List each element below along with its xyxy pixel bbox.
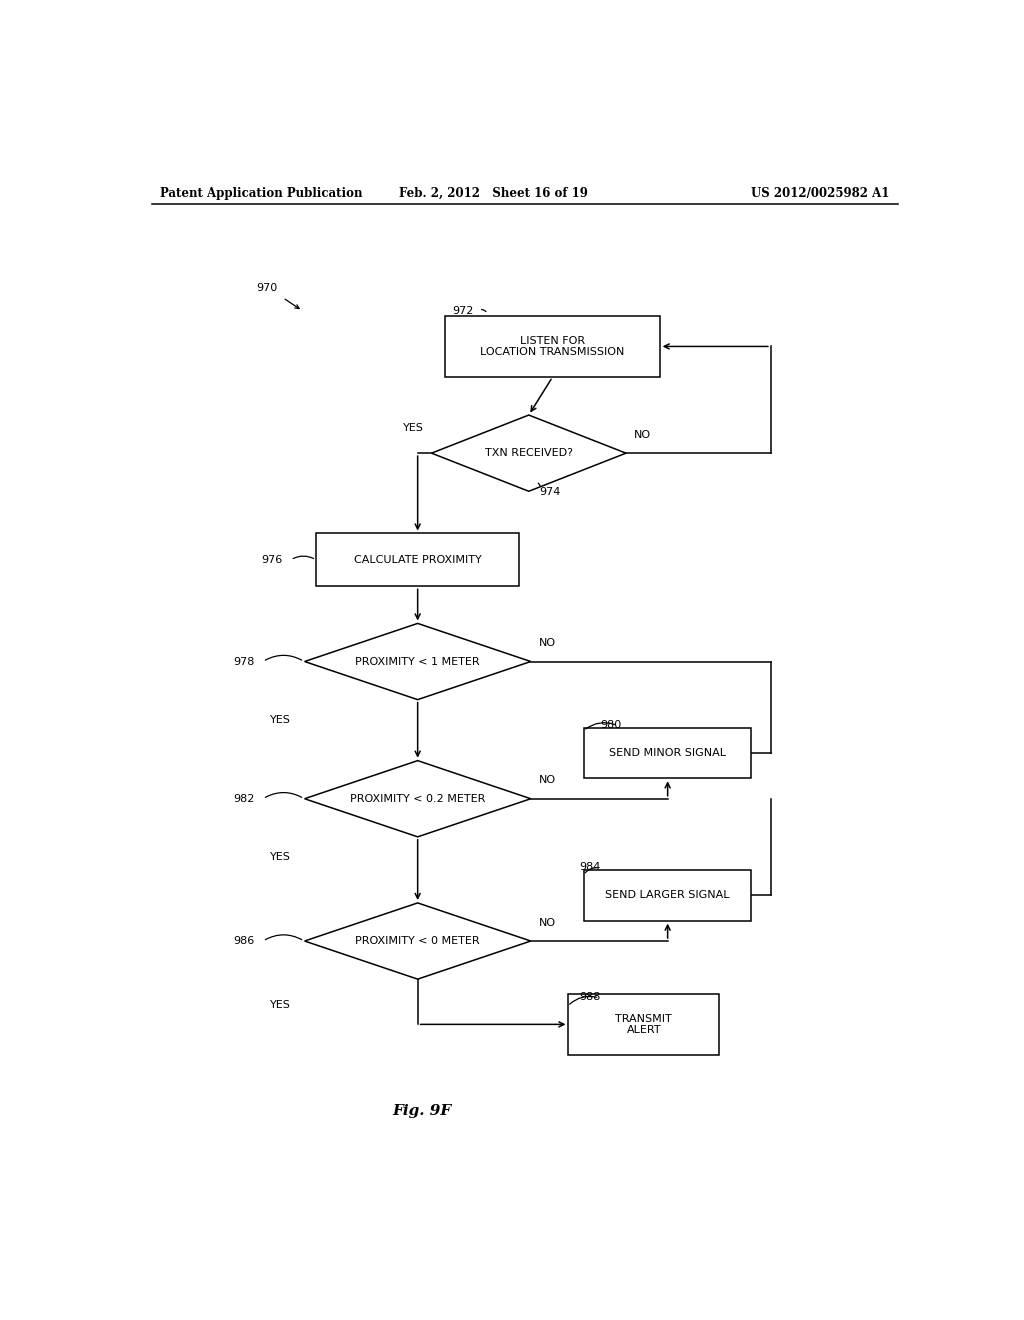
Text: 982: 982 [233, 793, 255, 804]
Text: SEND MINOR SIGNAL: SEND MINOR SIGNAL [609, 748, 726, 758]
Text: NO: NO [634, 430, 651, 440]
FancyBboxPatch shape [445, 315, 659, 378]
Text: TXN RECEIVED?: TXN RECEIVED? [484, 449, 572, 458]
FancyBboxPatch shape [585, 727, 751, 779]
FancyBboxPatch shape [316, 533, 519, 586]
Text: 986: 986 [233, 936, 255, 946]
Text: NO: NO [539, 775, 556, 785]
Text: CALCULATE PROXIMITY: CALCULATE PROXIMITY [353, 554, 481, 565]
Text: 976: 976 [261, 554, 283, 565]
Text: 984: 984 [580, 862, 601, 871]
Text: SEND LARGER SIGNAL: SEND LARGER SIGNAL [605, 890, 730, 900]
Text: NO: NO [539, 917, 556, 928]
Text: NO: NO [539, 639, 556, 648]
Text: TRANSMIT
ALERT: TRANSMIT ALERT [615, 1014, 672, 1035]
Text: YES: YES [270, 715, 291, 725]
Text: 988: 988 [580, 991, 601, 1002]
Text: US 2012/0025982 A1: US 2012/0025982 A1 [752, 187, 890, 199]
Polygon shape [304, 760, 530, 837]
Text: PROXIMITY < 1 METER: PROXIMITY < 1 METER [355, 656, 480, 667]
Polygon shape [431, 414, 626, 491]
Text: 980: 980 [600, 719, 622, 730]
Text: 978: 978 [233, 656, 255, 667]
Text: Fig. 9F: Fig. 9F [392, 1104, 452, 1118]
Text: 970: 970 [256, 284, 278, 293]
Polygon shape [304, 623, 530, 700]
FancyBboxPatch shape [568, 994, 719, 1055]
Text: Feb. 2, 2012   Sheet 16 of 19: Feb. 2, 2012 Sheet 16 of 19 [398, 187, 588, 199]
Text: PROXIMITY < 0.2 METER: PROXIMITY < 0.2 METER [350, 793, 485, 804]
Text: 972: 972 [452, 306, 473, 315]
Text: PROXIMITY < 0 METER: PROXIMITY < 0 METER [355, 936, 480, 946]
Text: YES: YES [270, 853, 291, 862]
Text: YES: YES [402, 422, 424, 433]
Text: LISTEN FOR
LOCATION TRANSMISSION: LISTEN FOR LOCATION TRANSMISSION [480, 335, 625, 358]
Text: YES: YES [270, 999, 291, 1010]
FancyBboxPatch shape [585, 870, 751, 921]
Text: 974: 974 [539, 487, 560, 496]
Polygon shape [304, 903, 530, 979]
Text: Patent Application Publication: Patent Application Publication [160, 187, 362, 199]
